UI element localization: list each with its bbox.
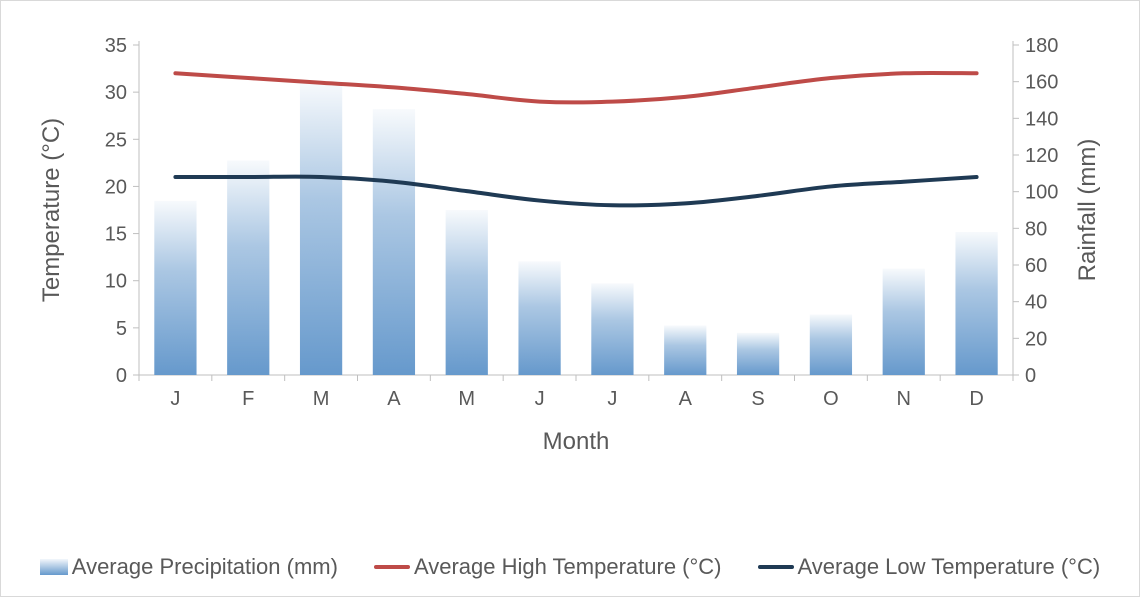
x-tick-label: F	[242, 388, 254, 410]
x-tick-label: J	[607, 388, 617, 410]
y-right-tick-label: 80	[1025, 218, 1047, 240]
precipitation-bar	[154, 201, 196, 375]
legend-swatch-bar	[40, 559, 68, 575]
y-right-tick-label: 40	[1025, 292, 1047, 314]
y-right-axis-title: Rainfall (mm)	[1074, 139, 1101, 282]
legend-item-precipitation: Average Precipitation (mm)	[40, 554, 338, 580]
y-right-tick-label: 0	[1025, 365, 1036, 387]
precipitation-bar	[518, 261, 560, 375]
y-left-tick-label: 15	[105, 224, 127, 246]
x-tick-label: A	[387, 388, 401, 410]
legend-item-low_temp: Average Low Temperature (°C)	[758, 554, 1101, 580]
y-left-tick-label: 30	[105, 82, 127, 104]
legend-swatch-line	[758, 565, 794, 569]
y-right-tick-label: 140	[1025, 108, 1058, 130]
y-right-tick-label: 60	[1025, 255, 1047, 277]
y-right-tick-label: 100	[1025, 182, 1058, 204]
x-tick-label: J	[535, 388, 545, 410]
x-tick-label: M	[313, 388, 330, 410]
chart-body: 0 5 10 15 20 25 30 35 0 20 40 60 80 100 120 140 160 180 J F…	[19, 15, 1121, 582]
legend-label: Average High Temperature (°C)	[414, 554, 722, 580]
low-temp-line	[175, 177, 976, 206]
precipitation-bar	[883, 269, 925, 375]
x-tick-label: M	[458, 388, 475, 410]
y-left-tick-label: 25	[105, 129, 127, 151]
legend: Average Precipitation (mm) Average High T…	[19, 554, 1121, 582]
y-right-tick-label: 20	[1025, 328, 1047, 350]
legend-label: Average Low Temperature (°C)	[798, 554, 1101, 580]
legend-swatch-line	[374, 565, 410, 569]
y-right-tick-label: 160	[1025, 72, 1058, 94]
x-tick-label: J	[170, 388, 180, 410]
precipitation-bar	[373, 109, 415, 375]
high-temp-line	[175, 73, 976, 103]
x-tick-label: S	[751, 388, 764, 410]
x-tick-label: N	[897, 388, 911, 410]
precipitation-bar	[955, 232, 997, 375]
y-left-tick-label: 35	[105, 35, 127, 57]
x-tick-label: D	[969, 388, 983, 410]
precipitation-bar	[227, 161, 269, 376]
x-tick-label: A	[679, 388, 693, 410]
precipitation-bar	[737, 333, 779, 375]
y-left-tick-label: 5	[116, 318, 127, 340]
precipitation-bar	[446, 210, 488, 375]
y-left-tick-label: 0	[116, 365, 127, 387]
climate-chart: 0 5 10 15 20 25 30 35 0 20 40 60 80 100 120 140 160 180 J F…	[19, 15, 1123, 584]
y-right-tick-label: 180	[1025, 35, 1058, 57]
x-axis-title: Month	[543, 428, 610, 455]
y-left-axis-title: Temperature (°C)	[38, 118, 65, 302]
legend-item-high_temp: Average High Temperature (°C)	[374, 554, 722, 580]
y-right-tick-label: 120	[1025, 145, 1058, 167]
precipitation-bar	[591, 283, 633, 375]
precipitation-bar	[664, 326, 706, 376]
legend-label: Average Precipitation (mm)	[72, 554, 338, 580]
y-left-tick-label: 20	[105, 176, 127, 198]
chart-frame: 0 5 10 15 20 25 30 35 0 20 40 60 80 100 120 140 160 180 J F…	[0, 0, 1140, 597]
precipitation-bar	[810, 315, 852, 376]
x-tick-label: O	[823, 388, 839, 410]
y-left-tick-label: 10	[105, 271, 127, 293]
precipitation-bar	[300, 82, 342, 375]
